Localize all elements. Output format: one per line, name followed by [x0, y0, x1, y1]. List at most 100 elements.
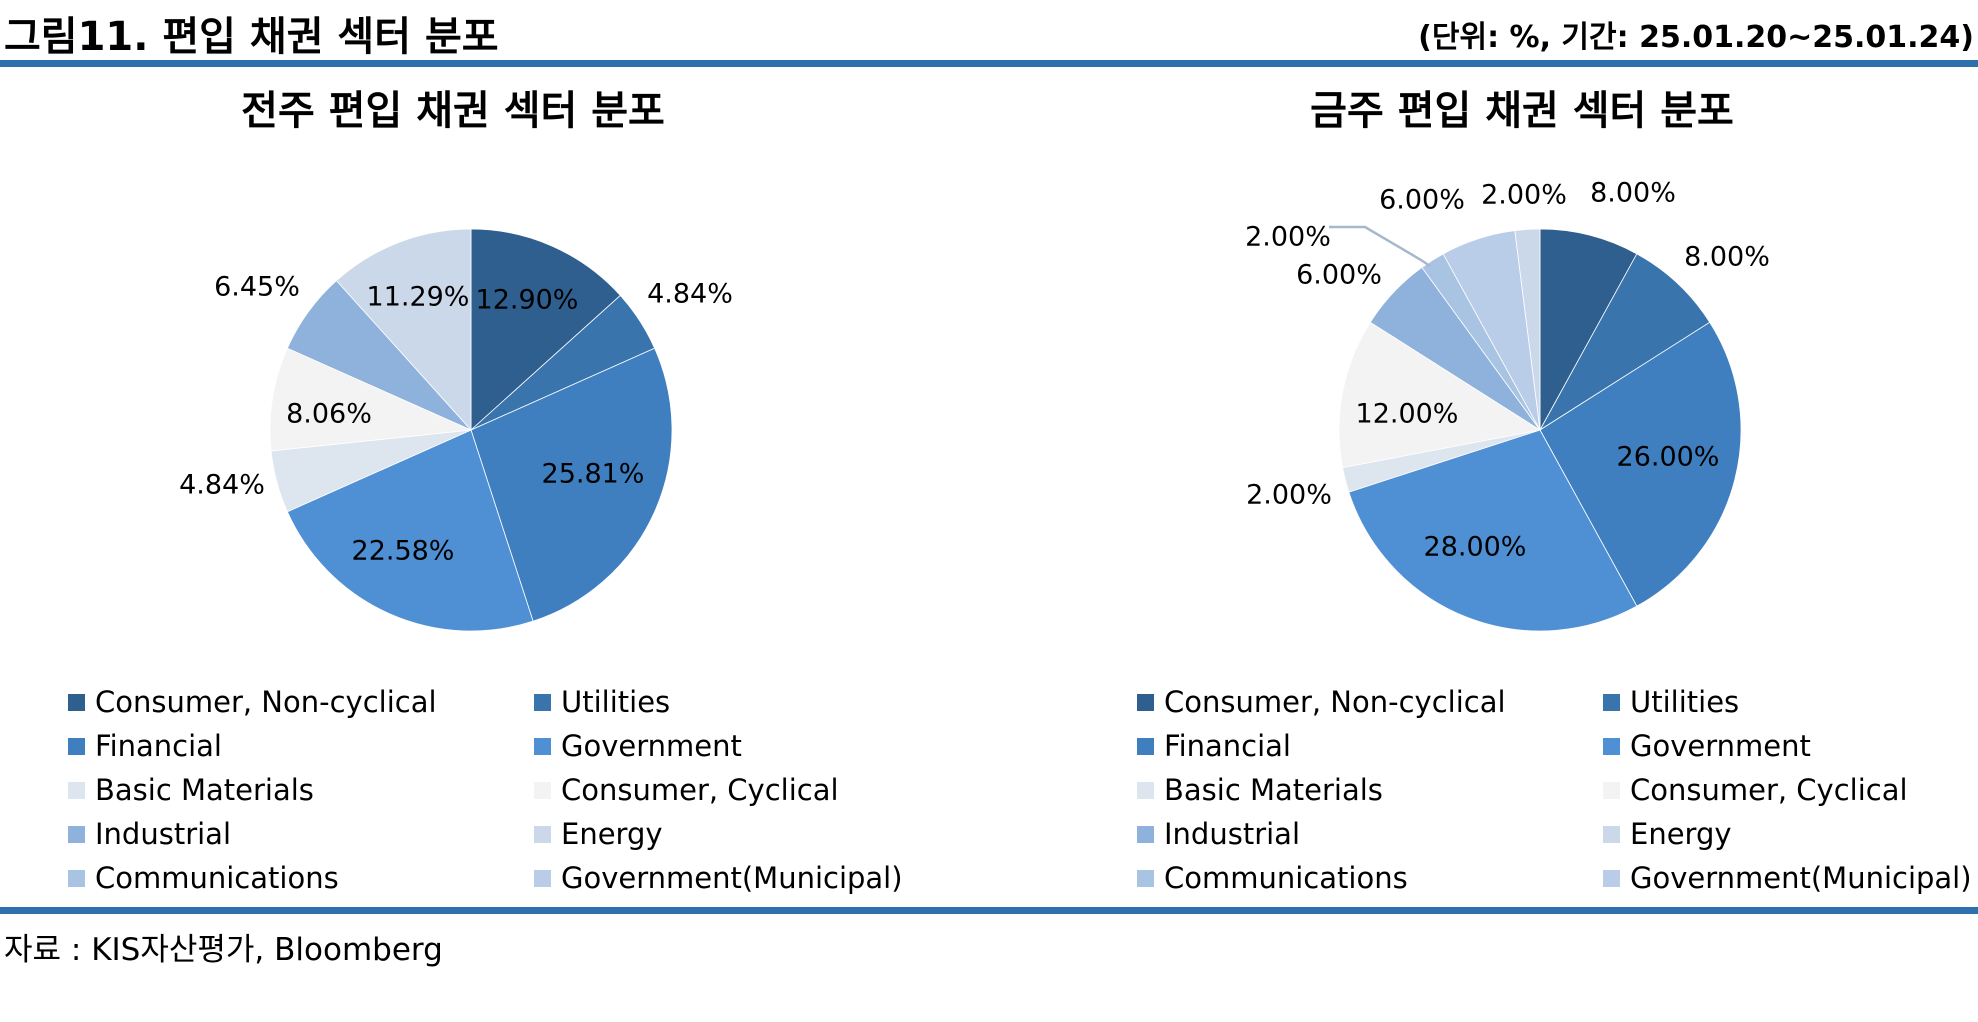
legend-item-government: Government: [534, 729, 742, 763]
source-note: 자료 : KIS자산평가, Bloomberg: [4, 932, 443, 968]
current-week-pie-chart: 금주 편입 채권 섹터 분포 8.00% 8.00% 26.00% 28.00% 2.0…: [1245, 88, 1770, 632]
unit-period-note: (단위: %, 기간: 25.01.20~25.01.24): [1418, 20, 1974, 55]
data-label-industrial: 6.45%: [214, 272, 300, 303]
legend-swatch: [1137, 869, 1154, 887]
data-label-financial: 25.81%: [542, 459, 645, 490]
pie-slice-energy: [1514, 228, 1541, 431]
bottom-rule: [0, 907, 1978, 914]
legend-label: Industrial: [95, 817, 232, 851]
legend-label: Communications: [1164, 861, 1408, 895]
data-label-industrial: 6.00%: [1296, 260, 1382, 291]
legend-swatch: [1603, 825, 1620, 843]
legend-item-financial: Financial: [68, 729, 222, 763]
pie-slice-utilities: [1539, 253, 1711, 431]
legend-swatch: [534, 825, 551, 843]
legend-label: Utilities: [561, 685, 671, 719]
pie-slice-financial: [1539, 321, 1742, 607]
legend-label: Government: [1630, 729, 1811, 763]
pie-slice-consumer-non-cyclical: [470, 228, 621, 431]
legend-label: Government(Municipal): [561, 861, 903, 895]
pie-slice-energy: [335, 228, 472, 432]
legend-label: Government: [561, 729, 742, 763]
legend-label: Government(Municipal): [1630, 861, 1972, 895]
legend-item-basic-materials: Basic Materials: [1137, 773, 1383, 807]
legend-swatch: [534, 737, 551, 755]
previous-week-legend: Consumer, Non-cyclical Utilities Financial…: [68, 685, 1028, 905]
legend-item-utilities: Utilities: [534, 685, 670, 719]
data-label-consumer-non-cyclical: 12.90%: [476, 285, 579, 316]
legend-swatch: [1603, 869, 1620, 887]
top-rule: [0, 60, 1978, 67]
legend-label: Energy: [561, 817, 663, 851]
data-label-basic-materials: 2.00%: [1246, 480, 1332, 511]
legend-label: Energy: [1630, 817, 1732, 851]
data-label-consumer-cyclical: 8.06%: [286, 399, 372, 430]
legend-label: Consumer, Cyclical: [561, 773, 839, 807]
pie-slice-consumer-cyclical: [269, 347, 473, 452]
data-label-consumer-non-cyclical: 8.00%: [1590, 178, 1676, 209]
legend-swatch: [1603, 781, 1620, 799]
legend-item-industrial: Industrial: [68, 817, 231, 851]
legend-item-communications: Communications: [1137, 861, 1408, 895]
legend-swatch: [68, 869, 85, 887]
data-label-utilities: 4.84%: [647, 279, 733, 310]
legend-swatch: [1137, 693, 1154, 711]
data-label-energy: 2.00%: [1481, 180, 1567, 211]
legend-label: Industrial: [1164, 817, 1301, 851]
data-label-basic-materials: 4.84%: [179, 470, 265, 501]
legend-swatch: [534, 781, 551, 799]
legend-swatch: [1137, 825, 1154, 843]
legend-item-government: Government: [1603, 729, 1811, 763]
current-week-legend: Consumer, Non-cyclical Utilities Financial…: [1137, 685, 1978, 905]
pie-slice-consumer-cyclical: [1338, 321, 1542, 469]
legend-label: Utilities: [1630, 685, 1740, 719]
legend-item-utilities: Utilities: [1603, 685, 1739, 719]
legend-swatch: [68, 825, 85, 843]
legend-swatch: [534, 693, 551, 711]
legend-label: Communications: [95, 861, 339, 895]
legend-item-consumer-cyclical: Consumer, Cyclical: [534, 773, 839, 807]
previous-week-pie-chart: 전주 편입 채권 섹터 분포 12.90% 4.84% 25.81% 22.58% 4.…: [179, 88, 733, 632]
data-label-consumer-cyclical: 12.00%: [1356, 399, 1459, 430]
legend-item-industrial: Industrial: [1137, 817, 1300, 851]
legend-label: Basic Materials: [1164, 773, 1383, 807]
legend-swatch: [68, 737, 85, 755]
legend-label: Basic Materials: [95, 773, 314, 807]
legend-item-communications: Communications: [68, 861, 339, 895]
legend-item-basic-materials: Basic Materials: [68, 773, 314, 807]
chart-title: 전주 편입 채권 섹터 분포: [241, 88, 665, 134]
data-label-communications: 2.00%: [1245, 222, 1331, 253]
legend-swatch: [1137, 781, 1154, 799]
legend-swatch: [68, 693, 85, 711]
legend-item-energy: Energy: [534, 817, 663, 851]
legend-swatch: [68, 781, 85, 799]
legend-label: Consumer, Non-cyclical: [1164, 685, 1506, 719]
pie-slice-government: [1348, 429, 1638, 632]
figure-title: 그림11. 편입 채권 섹터 분포: [4, 14, 499, 60]
legend-item-energy: Energy: [1603, 817, 1732, 851]
legend-item-consumer-non-cyclical: Consumer, Non-cyclical: [68, 685, 437, 719]
pie-slice-consumer-non-cyclical: [1539, 228, 1638, 431]
pie-slice-government: [286, 429, 534, 632]
legend-item-consumer-cyclical: Consumer, Cyclical: [1603, 773, 1908, 807]
data-label-energy: 11.29%: [367, 282, 470, 313]
pie-slice-financial: [470, 347, 673, 622]
legend-item-consumer-non-cyclical: Consumer, Non-cyclical: [1137, 685, 1506, 719]
legend-label: Consumer, Cyclical: [1630, 773, 1908, 807]
legend-item-financial: Financial: [1137, 729, 1291, 763]
chart-title: 금주 편입 채권 섹터 분포: [1310, 88, 1734, 134]
leader-line-communications: [1329, 225, 1431, 268]
legend-swatch: [1603, 693, 1620, 711]
data-label-utilities: 8.00%: [1684, 242, 1770, 273]
legend-swatch: [1603, 737, 1620, 755]
legend-label: Financial: [1164, 729, 1291, 763]
data-label-financial: 26.00%: [1617, 442, 1720, 473]
data-label-government: 28.00%: [1424, 532, 1527, 563]
legend-label: Financial: [95, 729, 222, 763]
legend-item-government-municipal: Government(Municipal): [534, 861, 903, 895]
legend-swatch: [1137, 737, 1154, 755]
data-label-government: 22.58%: [352, 536, 455, 567]
data-label-government-municipal: 6.00%: [1379, 185, 1465, 216]
legend-label: Consumer, Non-cyclical: [95, 685, 437, 719]
legend-item-government-municipal: Government(Municipal): [1603, 861, 1972, 895]
